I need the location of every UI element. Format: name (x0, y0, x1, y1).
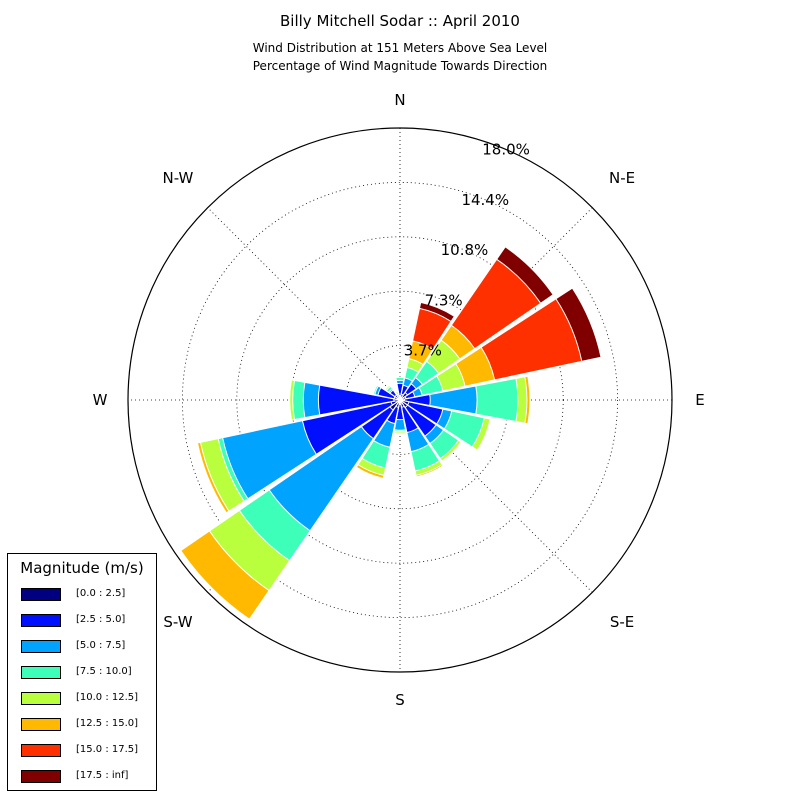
windrose-bar-segment (399, 393, 431, 407)
legend-label: [5.0 : 7.5] (76, 640, 126, 651)
windrose-bar-segment (317, 384, 401, 416)
grid-ring (290, 290, 510, 510)
legend-swatch (21, 666, 61, 679)
direction-label-w: W (93, 391, 108, 409)
legend-label: [17.5 : inf] (76, 770, 129, 781)
legend-swatch (21, 718, 61, 731)
windrose-bar-segment (399, 399, 437, 437)
legend-swatch (21, 614, 61, 627)
legend-swatch (21, 588, 61, 601)
direction-label-sw: S-W (163, 613, 192, 631)
direction-label-ne: N-E (609, 169, 635, 187)
legend-swatch (21, 640, 61, 653)
radial-tick-label: 10.8% (441, 241, 489, 259)
legend-title: Magnitude (m/s) (20, 559, 144, 577)
radial-tick-label: 14.4% (461, 191, 509, 209)
windrose-bar-segment (399, 399, 419, 434)
legend-swatch (21, 692, 61, 705)
windrose-bar-segment (301, 399, 401, 456)
legend-label: [7.5 : 10.0] (76, 666, 132, 677)
radial-tick-label: 7.3% (425, 291, 463, 309)
windrose-bar-segment (397, 396, 401, 401)
windrose-bar-segment (360, 399, 401, 440)
legend-label: [0.0 : 2.5] (76, 588, 126, 599)
direction-label-nw: N-W (163, 169, 194, 187)
legend-swatch (21, 744, 61, 757)
legend-swatch (21, 770, 61, 783)
radial-tick-label: 18.0% (482, 141, 530, 159)
windrose-bar-segment (399, 399, 444, 425)
grid-ring (181, 181, 619, 619)
direction-label-s: S (395, 691, 405, 709)
outer-circle (127, 127, 673, 673)
direction-label-se: S-E (610, 613, 634, 631)
windrose-bar-segment (395, 399, 405, 421)
chart-title: Billy Mitchell Sodar :: April 2010 (280, 12, 520, 30)
chart-subtitle-line-1: Wind Distribution at 151 Meters Above Se… (252, 41, 548, 55)
direction-label-e: E (695, 391, 704, 409)
legend-label: [10.0 : 12.5] (76, 692, 139, 703)
legend-label: [15.0 : 17.5] (76, 744, 139, 755)
legend: Magnitude (m/s) [0.0 : 2.5] [2.5 : 5.0] [5… (7, 553, 157, 791)
windrose-bar-segment (399, 385, 478, 415)
chart-subtitle-line-2: Percentage of Wind Magnitude Towards Dir… (252, 59, 548, 73)
windrose-bars (180, 246, 602, 620)
axis-labels: N N-E E S-E S S-W W N-W 3.7% 7.3% 10.8% 14.4% 18.0% (93, 91, 705, 709)
radial-tick-label: 3.7% (404, 342, 442, 360)
legend-label: [2.5 : 5.0] (76, 614, 126, 625)
legend-label: [12.5 : 15.0] (76, 718, 139, 729)
direction-label-n: N (394, 91, 405, 109)
